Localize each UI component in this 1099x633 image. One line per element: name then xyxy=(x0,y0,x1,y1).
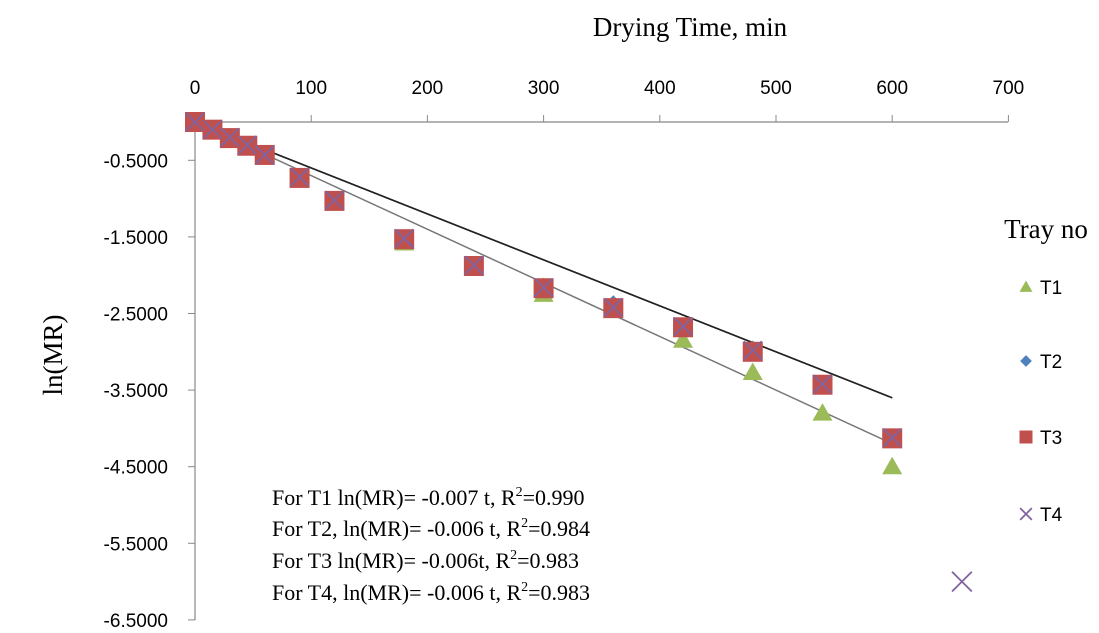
x-tick-label: 300 xyxy=(528,78,560,99)
legend-marker-t1 xyxy=(1019,280,1033,292)
x-tick-label: 100 xyxy=(295,78,327,99)
legend-marker-t3 xyxy=(1019,430,1033,444)
point-t1 xyxy=(742,362,763,380)
y-tick-label: -3.5000 xyxy=(104,381,168,402)
y-tick-label: -5.5000 xyxy=(104,534,168,555)
point-t4 xyxy=(743,340,763,360)
x-tick-label: 600 xyxy=(876,78,908,99)
y-tick-label: -6.5000 xyxy=(104,611,168,632)
equation-annotation: For T2, ln(MR)= -0.006 t, R2=0.984 xyxy=(272,516,590,541)
point-t4 xyxy=(289,167,310,187)
y-tick-label: -1.5000 xyxy=(104,228,168,249)
equation-annotation: For T3 ln(MR)= -0.006t, R2=0.983 xyxy=(272,548,579,573)
legend-label-t1: T1 xyxy=(1040,278,1062,299)
x-tick-label: 500 xyxy=(760,78,792,99)
y-tick-label: -2.5000 xyxy=(104,305,168,326)
stray-x-marker xyxy=(951,571,973,593)
point-t4 xyxy=(202,120,223,140)
equation-annotation: For T1 ln(MR)= -0.007 t, R2=0.990 xyxy=(272,485,585,510)
point-t3 xyxy=(742,341,763,362)
x-tick-label: 400 xyxy=(644,78,676,99)
x-tick-label: 200 xyxy=(412,78,444,99)
point-t4 xyxy=(394,228,414,249)
x-tick-label: 0 xyxy=(190,78,201,99)
trendline-t4 xyxy=(194,121,893,399)
point-t4 xyxy=(220,127,240,147)
point-t4 xyxy=(237,135,257,155)
legend-label-t4: T4 xyxy=(1040,505,1063,526)
point-t4 xyxy=(603,297,623,318)
y-axis-title: ln(MR) xyxy=(38,315,68,396)
y-tick-label: -0.5000 xyxy=(104,151,168,172)
point-t4 xyxy=(812,374,833,394)
legend-label-t2: T2 xyxy=(1040,352,1062,373)
legend-marker-t4 xyxy=(1019,507,1033,521)
point-t4 xyxy=(324,190,345,210)
legend-label-t3: T3 xyxy=(1040,428,1062,449)
x-axis-title: Drying Time, min xyxy=(593,12,788,42)
legend-marker-t2 xyxy=(1020,355,1032,367)
point-t4 xyxy=(185,112,205,132)
point-t1 xyxy=(812,403,833,421)
point-t4 xyxy=(673,316,693,337)
point-t1 xyxy=(673,330,694,348)
point-t1 xyxy=(882,456,903,475)
point-t4 xyxy=(533,277,554,298)
x-tick-label: 700 xyxy=(993,78,1025,99)
point-t4 xyxy=(255,145,275,165)
point-t4 xyxy=(464,255,484,275)
y-tick-label: -4.5000 xyxy=(104,458,168,479)
point-t4 xyxy=(882,427,902,448)
equation-annotation: For T4, ln(MR)= -0.006 t, R2=0.983 xyxy=(272,580,590,605)
legend-title: Tray no xyxy=(1004,214,1088,244)
